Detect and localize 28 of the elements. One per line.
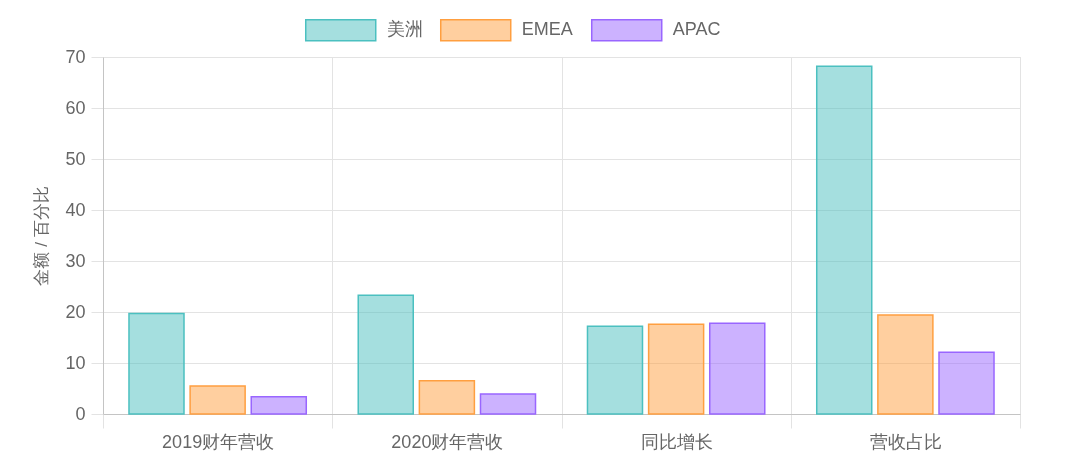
bar xyxy=(357,294,414,415)
legend-label: 美洲 xyxy=(386,19,423,40)
x-tick-label: 2020财年营收 xyxy=(391,431,504,452)
bar xyxy=(647,323,705,415)
bar xyxy=(418,380,476,415)
y-tick-label: 20 xyxy=(65,301,86,322)
y-tick-label: 10 xyxy=(65,352,86,373)
y-tick-label: 60 xyxy=(65,97,86,118)
x-tick-label: 2019财年营收 xyxy=(162,431,275,452)
y-tick-label: 50 xyxy=(65,148,86,169)
bar xyxy=(815,65,873,415)
x-tick-label: 营收占比 xyxy=(869,431,942,452)
bar xyxy=(877,314,934,415)
y-axis-title: 金额 / 百分比 xyxy=(32,186,52,286)
bar xyxy=(938,351,995,415)
y-tick-label: 40 xyxy=(65,199,86,220)
x-tick-label: 同比增长 xyxy=(640,431,713,452)
bar xyxy=(586,325,644,415)
bar xyxy=(189,385,246,415)
legend-label: EMEA xyxy=(521,19,573,40)
y-tick-label: 0 xyxy=(75,403,86,424)
bar xyxy=(128,312,185,415)
bar xyxy=(479,393,537,415)
legend-label: APAC xyxy=(672,19,721,40)
bar xyxy=(709,322,766,415)
y-tick-label: 70 xyxy=(65,46,86,67)
y-tick-label: 30 xyxy=(65,250,86,271)
bar xyxy=(250,395,308,415)
